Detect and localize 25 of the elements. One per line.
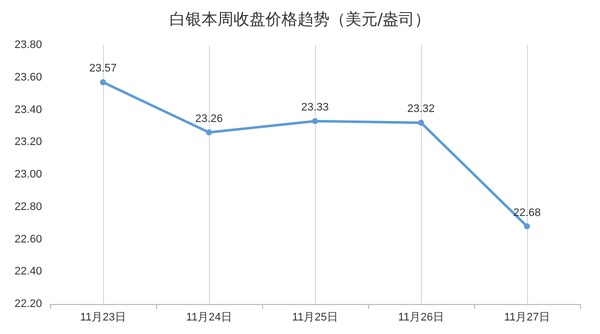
data-label: 22.68: [513, 206, 541, 219]
y-tick-label: 23.40: [14, 104, 42, 116]
point: [418, 120, 424, 126]
data-label: 23.32: [407, 103, 435, 116]
x-tick-label: 11月25日: [292, 312, 338, 324]
y-tick-label: 23.20: [14, 136, 42, 148]
y-tick-label: 22.40: [14, 266, 42, 278]
point: [524, 223, 530, 230]
data-label: 23.26: [195, 112, 223, 125]
point: [206, 129, 212, 136]
y-tick-label: 22.60: [14, 233, 42, 246]
x-tick-label: 11月27日: [504, 312, 550, 324]
y-tick-label: 23.80: [14, 39, 42, 51]
chart-title: 白银本周收盘价格趋势（美元/盎司）: [169, 10, 431, 28]
point: [100, 79, 106, 86]
y-tick-label: 23.00: [14, 168, 42, 180]
y-tick-label: 23.60: [14, 71, 42, 84]
x-tick-label: 11月24日: [186, 312, 232, 324]
data-label: 23.57: [89, 62, 117, 75]
x-tick-label: 11月26日: [398, 312, 444, 324]
y-tick-label: 22.80: [14, 200, 42, 213]
data-label: 23.33: [301, 102, 329, 114]
point: [312, 118, 318, 124]
x-tick-label: 11月23日: [80, 312, 126, 324]
y-tick-label: 22.20: [14, 298, 42, 310]
